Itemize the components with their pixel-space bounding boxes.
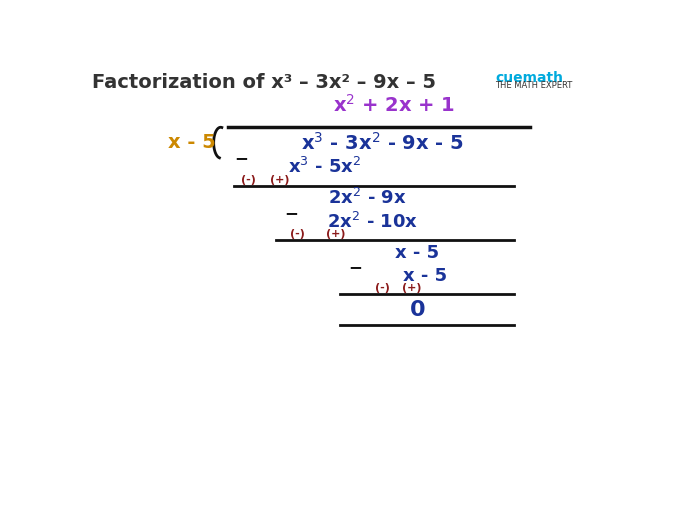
Text: Factorization of x³ – 3x² – 9x – 5: Factorization of x³ – 3x² – 9x – 5 (92, 73, 436, 92)
Text: cuemath: cuemath (495, 71, 563, 85)
Text: (+): (+) (402, 283, 421, 293)
Text: x$^3$ - 5x$^2$: x$^3$ - 5x$^2$ (288, 157, 361, 177)
Text: x$^2$ + 2x + 1: x$^2$ + 2x + 1 (333, 94, 456, 116)
Text: (-): (-) (241, 175, 256, 185)
Text: −: − (234, 149, 248, 167)
Text: (-): (-) (290, 229, 305, 239)
Text: −: − (284, 204, 298, 222)
Text: x - 5: x - 5 (403, 267, 448, 285)
Text: THE MATH EXPERT: THE MATH EXPERT (495, 81, 572, 90)
Text: (-): (-) (375, 283, 390, 293)
Text: −: − (348, 258, 362, 276)
Text: x$^3$ - 3x$^2$ - 9x - 5: x$^3$ - 3x$^2$ - 9x - 5 (301, 131, 464, 154)
Text: 2x$^2$ - 10x: 2x$^2$ - 10x (327, 212, 418, 232)
Text: (+): (+) (326, 229, 346, 239)
Text: (+): (+) (270, 175, 289, 185)
Text: 0: 0 (410, 300, 425, 320)
Text: 2x$^2$ - 9x: 2x$^2$ - 9x (328, 188, 406, 208)
Text: x - 5: x - 5 (168, 133, 216, 152)
Text: x - 5: x - 5 (396, 244, 439, 262)
